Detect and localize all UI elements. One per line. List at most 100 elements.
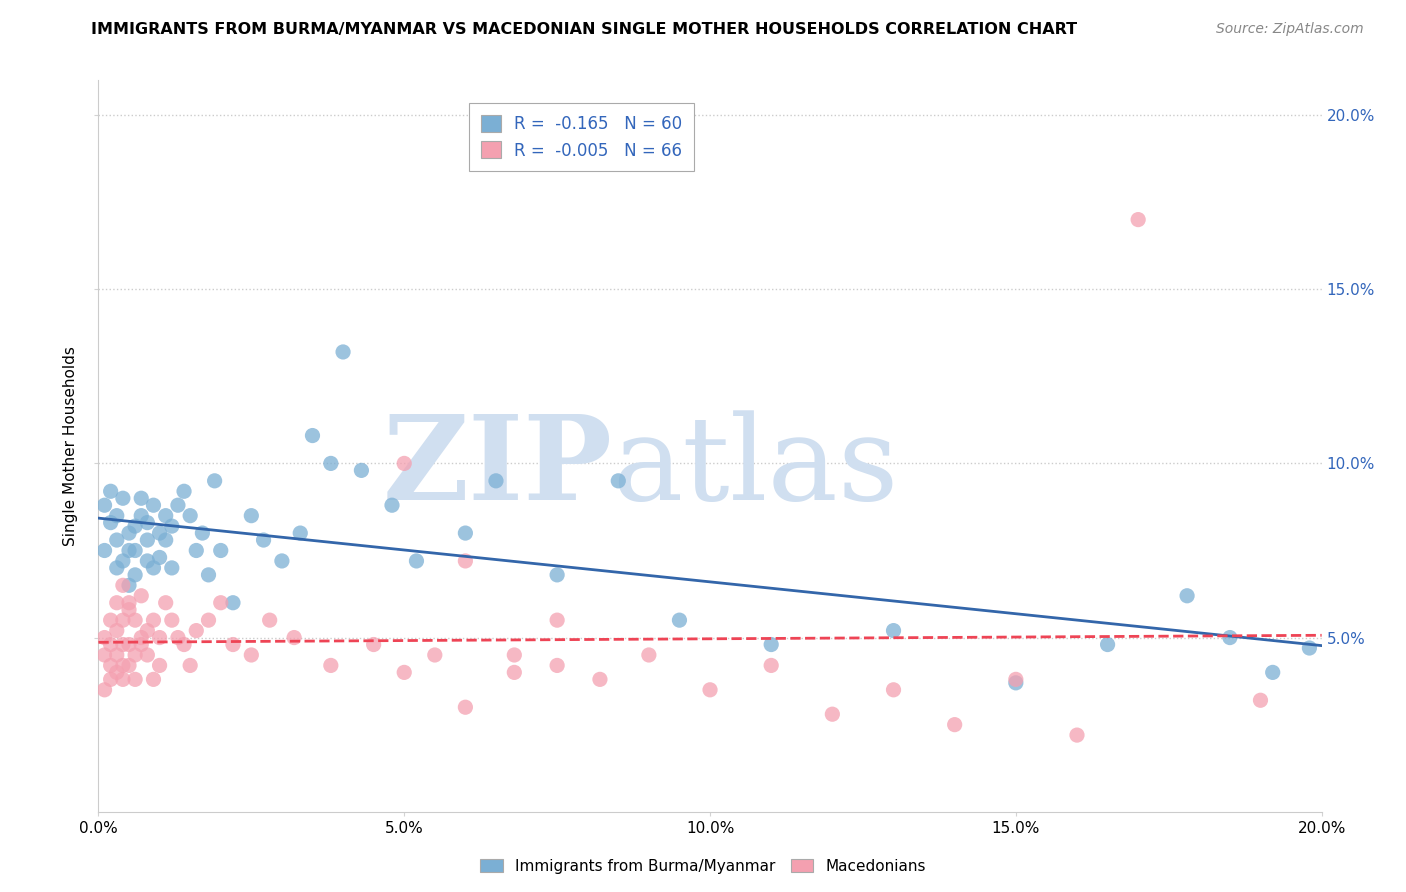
Point: [129, 631, 152, 645]
Point: [191, 526, 214, 541]
Point: [129, 491, 152, 506]
Point: [883, 624, 905, 638]
Point: [485, 474, 508, 488]
Text: ZIP: ZIP: [382, 410, 612, 525]
Point: [589, 673, 612, 687]
Point: [105, 665, 128, 680]
Point: [503, 648, 526, 662]
Point: [1249, 693, 1271, 707]
Point: [319, 658, 342, 673]
Point: [197, 613, 219, 627]
Point: [1004, 673, 1026, 687]
Point: [111, 554, 134, 568]
Point: [546, 658, 568, 673]
Point: [105, 533, 128, 547]
Point: [290, 526, 312, 541]
Point: [111, 638, 134, 652]
Point: [136, 554, 159, 568]
Point: [118, 596, 141, 610]
Point: [105, 596, 128, 610]
Point: [118, 658, 141, 673]
Point: [423, 648, 446, 662]
Point: [503, 665, 526, 680]
Point: [699, 682, 721, 697]
Point: [105, 624, 128, 638]
Point: [111, 673, 134, 687]
Point: [179, 508, 201, 523]
Point: [100, 673, 122, 687]
Point: [111, 613, 134, 627]
Point: [124, 648, 146, 662]
Point: [637, 648, 661, 662]
Point: [93, 543, 115, 558]
Point: [124, 613, 146, 627]
Legend: Immigrants from Burma/Myanmar, Macedonians: Immigrants from Burma/Myanmar, Macedonia…: [474, 853, 932, 880]
Point: [1175, 589, 1198, 603]
Point: [118, 578, 141, 592]
Point: [222, 596, 245, 610]
Point: [173, 484, 195, 499]
Point: [124, 543, 146, 558]
Point: [186, 543, 208, 558]
Point: [1097, 638, 1119, 652]
Point: [405, 554, 427, 568]
Point: [118, 638, 141, 652]
Point: [1066, 728, 1088, 742]
Point: [149, 550, 172, 565]
Point: [240, 648, 263, 662]
Point: [105, 508, 128, 523]
Point: [283, 631, 305, 645]
Point: [173, 638, 195, 652]
Point: [392, 665, 416, 680]
Point: [160, 519, 183, 533]
Point: [392, 457, 416, 471]
Point: [363, 638, 385, 652]
Legend: R =  -0.165   N = 60, R =  -0.005   N = 66: R = -0.165 N = 60, R = -0.005 N = 66: [470, 103, 695, 171]
Point: [142, 613, 165, 627]
Point: [142, 498, 165, 512]
Point: [111, 491, 134, 506]
Point: [118, 603, 141, 617]
Point: [129, 508, 152, 523]
Point: [93, 682, 115, 697]
Point: [454, 554, 477, 568]
Point: [209, 596, 232, 610]
Point: [124, 567, 146, 582]
Point: [100, 484, 122, 499]
Point: [668, 613, 690, 627]
Text: IMMIGRANTS FROM BURMA/MYANMAR VS MACEDONIAN SINGLE MOTHER HOUSEHOLDS CORRELATION: IMMIGRANTS FROM BURMA/MYANMAR VS MACEDON…: [91, 22, 1077, 37]
Text: atlas: atlas: [612, 410, 898, 525]
Point: [222, 638, 245, 652]
Point: [124, 519, 146, 533]
Point: [105, 648, 128, 662]
Point: [350, 463, 373, 477]
Point: [111, 658, 134, 673]
Point: [759, 638, 782, 652]
Point: [93, 648, 115, 662]
Point: [1298, 640, 1320, 655]
Point: [129, 638, 152, 652]
Point: [160, 613, 183, 627]
Point: [155, 533, 177, 547]
Point: [118, 526, 141, 541]
Point: [883, 682, 905, 697]
Point: [129, 589, 152, 603]
Point: [1219, 631, 1241, 645]
Point: [167, 631, 190, 645]
Point: [136, 516, 159, 530]
Point: [100, 613, 122, 627]
Point: [93, 631, 115, 645]
Point: [149, 631, 172, 645]
Point: [821, 707, 844, 722]
Point: [186, 624, 208, 638]
Point: [607, 474, 630, 488]
Point: [209, 543, 232, 558]
Point: [136, 533, 159, 547]
Point: [1128, 212, 1150, 227]
Point: [149, 526, 172, 541]
Point: [759, 658, 782, 673]
Point: [136, 648, 159, 662]
Point: [240, 508, 263, 523]
Point: [149, 658, 172, 673]
Point: [100, 516, 122, 530]
